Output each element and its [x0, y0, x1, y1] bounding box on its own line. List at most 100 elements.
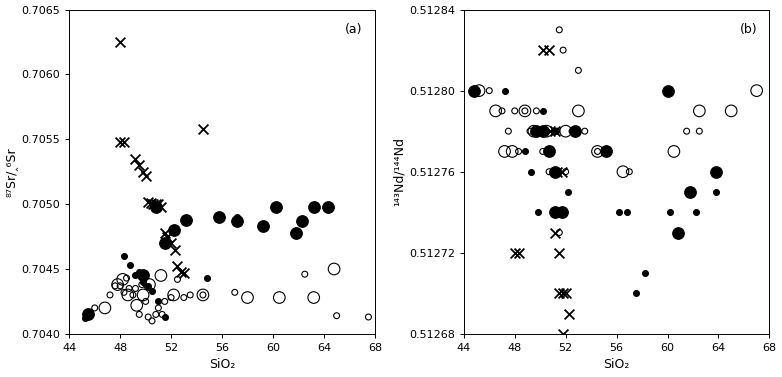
Point — [88, 305, 101, 311]
Point — [137, 169, 149, 175]
Point — [362, 314, 375, 320]
Point — [167, 227, 180, 233]
Point — [518, 108, 531, 114]
Point — [680, 128, 693, 134]
Point — [712, 169, 725, 175]
Point — [630, 290, 642, 296]
Point — [562, 189, 575, 195]
Point — [109, 283, 121, 289]
Point — [152, 201, 165, 207]
Point — [178, 270, 190, 276]
Point — [536, 108, 549, 114]
Point — [269, 204, 282, 210]
Point — [496, 108, 508, 114]
Point — [544, 128, 557, 134]
Point — [684, 189, 697, 195]
Point — [273, 294, 285, 300]
Point — [123, 285, 135, 291]
Point — [553, 27, 565, 33]
Point — [178, 294, 190, 300]
Point — [145, 318, 158, 324]
Point — [551, 169, 563, 175]
Point — [159, 299, 171, 305]
Point — [118, 253, 131, 259]
Point — [289, 230, 302, 236]
Point — [621, 209, 633, 215]
Text: (a): (a) — [345, 23, 363, 35]
Point — [171, 264, 184, 270]
Point — [563, 311, 576, 317]
Point — [498, 87, 511, 93]
Point — [145, 288, 158, 294]
Point — [532, 209, 544, 215]
Point — [528, 128, 540, 134]
Point — [543, 169, 555, 175]
Point — [196, 292, 209, 298]
Point — [330, 313, 343, 319]
Point — [165, 294, 178, 300]
Point — [152, 299, 165, 305]
Point — [553, 250, 565, 256]
Point — [82, 311, 95, 317]
Point — [506, 149, 518, 155]
Point — [549, 230, 561, 236]
Point — [124, 262, 137, 268]
Point — [555, 209, 568, 215]
Point — [591, 149, 604, 155]
X-axis label: SiO₂: SiO₂ — [209, 359, 235, 371]
Point — [159, 240, 171, 246]
Point — [137, 292, 149, 298]
Point — [751, 87, 763, 93]
Point — [559, 290, 572, 296]
Point — [175, 268, 188, 274]
Point — [693, 108, 705, 114]
Point — [518, 149, 531, 155]
Point — [241, 294, 253, 300]
Point — [709, 169, 722, 175]
Point — [473, 87, 486, 93]
Point — [142, 199, 154, 205]
Point — [559, 169, 572, 175]
Point — [512, 250, 525, 256]
Point — [547, 169, 559, 175]
Point — [171, 276, 184, 282]
Point — [159, 314, 171, 320]
Point — [549, 169, 561, 175]
Point — [572, 67, 585, 74]
Point — [623, 169, 636, 175]
Point — [149, 201, 162, 207]
Point — [543, 149, 555, 155]
Point — [559, 128, 572, 134]
Point — [155, 273, 167, 279]
Point — [152, 305, 165, 311]
Point — [565, 128, 578, 134]
Point — [133, 162, 145, 168]
Point — [133, 268, 145, 274]
Point — [145, 200, 157, 206]
Point — [555, 209, 568, 215]
Point — [483, 87, 496, 93]
Point — [508, 250, 521, 256]
Point — [161, 234, 174, 240]
Point — [321, 204, 334, 210]
Point — [129, 273, 142, 279]
Point — [111, 282, 124, 288]
Text: (b): (b) — [740, 23, 757, 35]
Point — [530, 128, 543, 134]
Point — [572, 108, 585, 114]
Point — [672, 230, 684, 236]
Point — [135, 282, 148, 288]
Point — [693, 128, 705, 134]
Point — [139, 299, 152, 305]
Point — [579, 128, 591, 134]
Point — [165, 240, 178, 246]
Point — [147, 201, 160, 207]
Point — [169, 247, 181, 253]
Point — [78, 315, 91, 321]
Point — [99, 305, 111, 311]
Point — [549, 128, 561, 134]
Point — [114, 39, 127, 45]
Point — [196, 126, 209, 132]
Point — [180, 217, 192, 223]
Point — [540, 128, 553, 134]
